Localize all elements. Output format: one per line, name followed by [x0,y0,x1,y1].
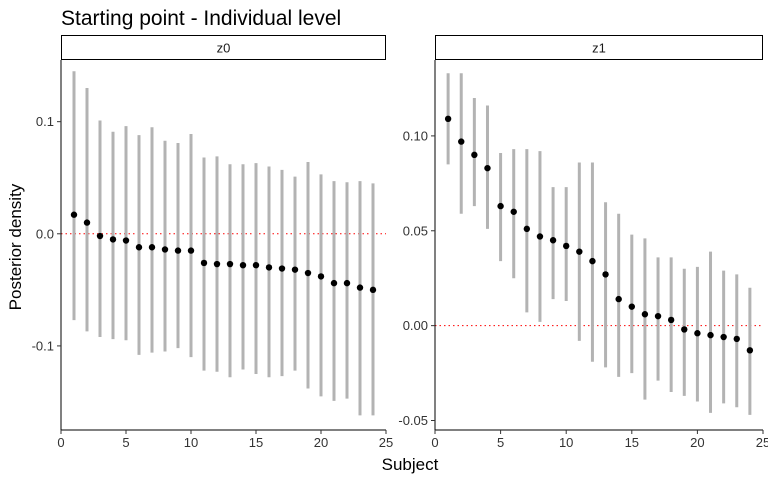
facet-strip [435,35,763,60]
point-subject-24 [369,286,377,294]
y-tick-label: 0.1 [36,114,54,129]
point-subject-16 [265,264,273,271]
y-tick-label: -0.05 [398,413,428,428]
x-tick-label: 10 [559,435,573,450]
x-tick-label: 0 [431,435,438,450]
point-subject-2 [458,138,465,145]
point-subject-2 [83,219,91,226]
point-subject-13 [602,271,609,278]
point-subject-11 [200,259,208,267]
point-subject-12 [213,260,221,268]
x-tick-label: 20 [690,435,704,450]
x-axis-label: Subject [382,455,439,474]
point-subject-18 [291,266,299,273]
x-tick-label: 0 [57,435,64,450]
point-subject-9 [174,247,182,254]
y-tick-label: 0.0 [36,226,54,241]
chart-title: Starting point - Individual level [61,7,341,30]
point-subject-24 [746,347,754,354]
point-subject-15 [252,261,260,269]
point-subject-18 [667,316,675,324]
point-subject-15 [628,303,635,310]
point-subject-3 [96,232,104,240]
point-subject-14 [239,261,247,269]
facet-panels: z0-0.10.00.10 5 10 15 20 25z1-0.050.000.050.1… [32,35,768,450]
point-subject-6 [135,244,143,251]
point-subject-20 [694,330,701,337]
x-tick-label: 5 [497,435,504,450]
point-subject-23 [733,335,740,343]
point-subject-23 [356,284,364,291]
x-tick-label: 25 [756,435,768,450]
point-subject-21 [330,279,338,287]
point-subject-12 [589,257,596,265]
facet-strip [61,35,386,60]
x-tick-label: 15 [625,435,639,450]
point-subject-6 [510,208,517,215]
x-tick-label: 5 [122,435,129,450]
y-tick-label: -0.1 [32,338,54,353]
point-subject-5 [497,202,504,210]
point-subject-22 [343,279,351,287]
point-subject-4 [484,164,491,172]
y-tick-label: 0.05 [403,223,428,238]
point-subject-11 [576,248,583,255]
y-axis-label: Posterior density [6,183,25,310]
point-subject-3 [471,151,478,159]
point-subject-14 [615,295,622,303]
facet-strip-label: z0 [217,41,231,56]
x-tick-label: 15 [249,435,263,450]
point-subject-19 [681,326,688,333]
point-subject-10 [187,247,195,254]
point-subject-10 [563,242,570,250]
point-subject-13 [226,260,234,268]
point-subject-22 [720,333,727,341]
y-tick-label: 0.10 [403,128,428,143]
point-subject-4 [109,236,117,243]
point-subject-1 [444,115,452,123]
point-subject-17 [278,265,286,272]
point-subject-1 [70,211,78,218]
point-subject-16 [641,311,649,318]
panel-z0: z0 -0.1 0.0 0.1 0 5 10 15 20 25 [32,35,393,450]
facet-strip-label: z1 [592,41,606,56]
x-tick-label: 25 [379,435,393,450]
point-subject-7 [148,244,156,251]
x-tick-label: 10 [184,435,198,450]
point-subject-20 [317,273,325,280]
point-subject-9 [549,237,557,244]
point-subject-8 [536,233,544,240]
point-subject-19 [304,269,312,277]
point-subject-8 [161,246,169,253]
x-tick-label: 20 [314,435,328,450]
point-subject-17 [654,312,662,320]
point-subject-5 [122,237,130,244]
y-tick-label: 0.00 [403,318,428,333]
point-subject-7 [523,225,531,233]
point-subject-21 [707,331,714,339]
panel-z1: z1 -0.05 0.00 0.05 0.10 0 5 10 15 20 25 [398,35,768,450]
